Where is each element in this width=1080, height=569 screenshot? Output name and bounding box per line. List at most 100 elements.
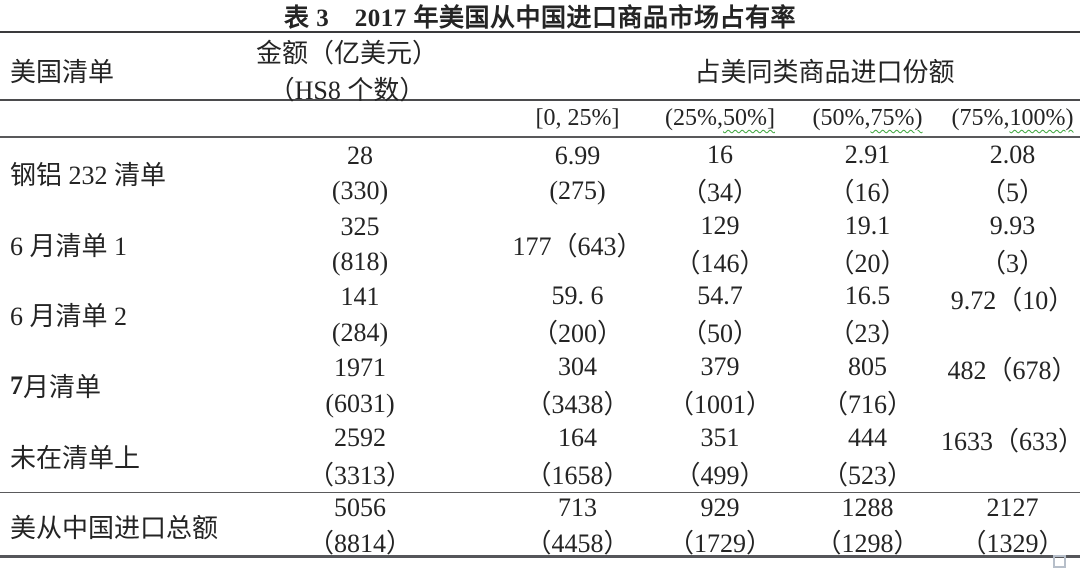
cell-bin-0-25: 6.99 (275) xyxy=(475,138,650,209)
cell-bin-75-100: 9.93 （3） xyxy=(945,209,1080,280)
bin-label: (75%, xyxy=(951,105,1010,131)
cell-count xyxy=(945,458,1080,492)
header-us-list-label: 美国清单 xyxy=(10,57,115,87)
cell-count: （1729） xyxy=(667,528,772,558)
header-amount-line2: （HS8 个数） xyxy=(268,76,426,105)
header-amount: 金额（亿美元） （HS8 个数） xyxy=(245,33,475,107)
row-label-text: 月清单 xyxy=(23,373,102,403)
cell-count: （16） xyxy=(828,177,907,207)
cell-count: （34） xyxy=(680,177,759,207)
cell-bin-75-100: 1633（633） xyxy=(941,421,1080,492)
cell-bin-25-50: 129 （146） xyxy=(650,209,790,280)
header-share-group-label: 占美同类商品进口份额 xyxy=(694,57,955,87)
row-label: 7 月清单 xyxy=(0,350,245,421)
cell-amount: 141 (284) xyxy=(245,280,475,351)
header-us-list: 美国清单 xyxy=(0,33,245,107)
cell-value: 1971 xyxy=(334,353,386,383)
cell-value: 2592 xyxy=(334,423,386,453)
bin-label-wavy: 75%) xyxy=(870,105,923,131)
cell-value: 929 xyxy=(700,492,740,522)
rule-bottom xyxy=(0,554,1080,558)
table-row: 未在清单上 2592 （3313） 164 （1658） 351 （499） 4… xyxy=(0,421,1080,492)
subheader-bin-0-25: [0, 25%] xyxy=(475,101,650,136)
rule-above-total xyxy=(0,491,1080,493)
cell-value: 129 xyxy=(700,210,740,240)
rule-below-title xyxy=(0,31,1080,33)
row-label-text: 美从中国进口总额 xyxy=(10,513,219,543)
cell-count: （50） xyxy=(680,319,759,349)
row-label-text: 6 月清单 1 xyxy=(10,231,128,261)
total-row-label: 美从中国进口总额 xyxy=(0,493,245,560)
table-subheader-row: [0, 25%] (25%, 50%] (50%, 75%) (75%, 100… xyxy=(0,101,1080,136)
table-title: 表 3 2017 年美国从中国进口商品市场占有率 xyxy=(283,4,796,32)
cell-value: 6.99 xyxy=(554,140,601,170)
row-label-text: 未在清单上 xyxy=(10,444,141,474)
cell-value: 2.91 xyxy=(844,139,891,169)
rule-below-subheader xyxy=(0,136,1080,138)
cell-bin-75-100: 9.72（10） xyxy=(945,280,1080,351)
cell-value: 351 xyxy=(700,423,740,453)
cell-count: (275) xyxy=(549,176,606,206)
cell-value: 9.72（10） xyxy=(950,285,1075,315)
bin-label: [0, 25%] xyxy=(535,105,620,131)
row-label: 6 月清单 1 xyxy=(0,209,245,280)
cell-value: 304 xyxy=(558,352,597,382)
table-header-row: 美国清单 金额（亿美元） （HS8 个数） 占美同类商品进口份额 xyxy=(0,33,1080,105)
cell-amount: 2592 （3313） xyxy=(245,421,475,492)
bin-label-wavy: 50%] xyxy=(723,105,775,131)
cell-bin-0-25: 713 （4458） xyxy=(475,493,650,560)
cell-value: 141 xyxy=(340,282,380,312)
cell-value: 54.7 xyxy=(697,281,743,311)
cell-count: （23） xyxy=(828,319,907,349)
cell-value: 2.08 xyxy=(989,139,1036,169)
cell-count: （499） xyxy=(674,460,766,490)
cell-value: 19.1 xyxy=(844,210,891,240)
subheader-bin-50-75: (50%, 75%) xyxy=(790,101,945,136)
cell-value: 5056 xyxy=(334,492,386,522)
table-row: 6 月清单 2 141 (284) 59. 6 （200） 54.7 （50） … xyxy=(0,280,1080,351)
row-label-text: 6 月清单 2 xyxy=(10,302,128,332)
cell-count: （1001） xyxy=(667,390,772,420)
cell-value: 713 xyxy=(558,492,597,522)
subheader-empty-1 xyxy=(0,101,245,136)
row-label: 未在清单上 xyxy=(0,421,245,492)
cell-value: 2127 xyxy=(986,492,1039,522)
cell-count: （716） xyxy=(821,390,913,420)
cell-count: (330) xyxy=(331,176,389,206)
cell-bin-50-75: 16.5 （23） xyxy=(790,280,945,351)
cell-bin-25-50: 16 （34） xyxy=(650,138,790,209)
header-share-group: 占美同类商品进口份额 xyxy=(475,33,1080,107)
cell-bin-25-50: 929 （1729） xyxy=(650,493,790,560)
cell-count: （1298） xyxy=(815,528,920,558)
cell-count: （3438） xyxy=(525,390,630,420)
table-row: 7 月清单 1971 (6031) 304 （3438） 379 （1001） … xyxy=(0,350,1080,421)
subheader-bin-25-50: (25%, 50%] xyxy=(650,101,790,136)
cell-value: 16 xyxy=(707,139,733,169)
cell-value: 379 xyxy=(700,352,740,382)
cell-count: (818) xyxy=(331,246,389,276)
cell-bin-25-50: 54.7 （50） xyxy=(650,280,790,351)
cell-bin-75-100: 482（678） xyxy=(945,350,1080,421)
cell-bin-0-25: 304 （3438） xyxy=(475,350,650,421)
corner-artifact-icon xyxy=(1053,555,1066,568)
cell-count: （146） xyxy=(674,248,766,278)
cell-count xyxy=(945,387,1080,421)
cell-bin-0-25: 164 （1658） xyxy=(475,421,650,492)
cell-count: （1658） xyxy=(525,460,630,490)
cell-value: 28 xyxy=(347,140,373,170)
cell-bin-50-75: 1288 （1298） xyxy=(790,493,945,560)
cell-value: 59. 6 xyxy=(551,281,604,311)
cell-count: （200） xyxy=(531,319,623,349)
cell-value: 444 xyxy=(848,423,887,453)
row-label-prefix: 7 xyxy=(10,370,23,400)
cell-amount: 28 (330) xyxy=(245,138,475,209)
table-row: 6 月清单 1 325 (818) 177（643） 129 （146） 19.… xyxy=(0,209,1080,280)
cell-value: 16.5 xyxy=(844,281,891,311)
cell-value: 805 xyxy=(848,352,887,382)
rule-below-header xyxy=(0,99,1080,101)
row-label: 6 月清单 2 xyxy=(0,280,245,351)
subheader-empty-2 xyxy=(245,101,475,136)
cell-count: （3） xyxy=(979,248,1045,278)
cell-count: （523） xyxy=(821,460,913,490)
cell-count: (284) xyxy=(331,317,389,347)
